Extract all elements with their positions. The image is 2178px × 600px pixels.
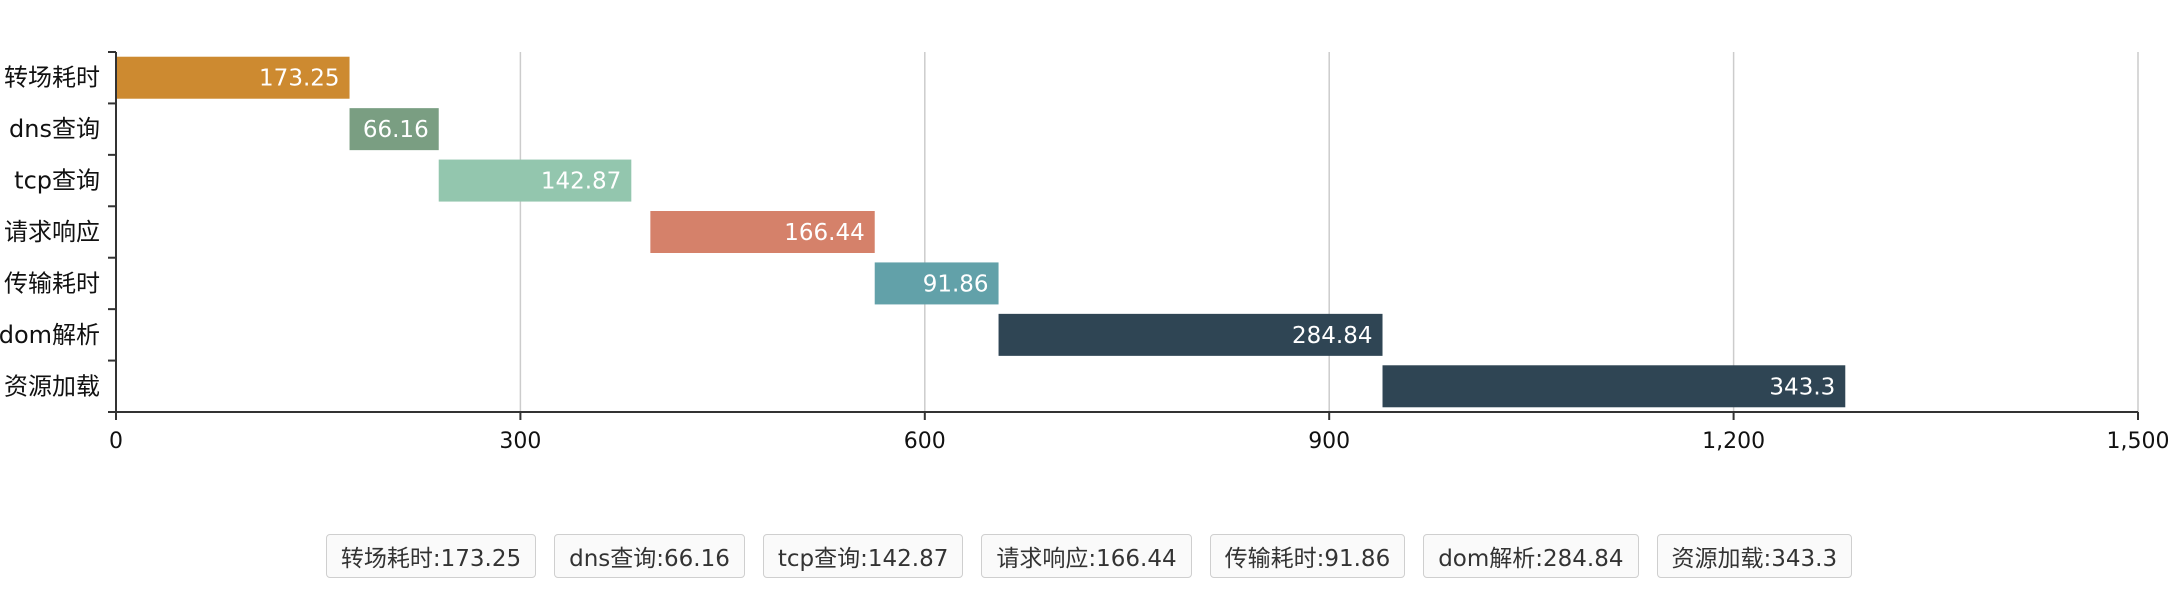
bar[interactable] (349, 108, 439, 151)
legend-item[interactable]: tcp查询:142.87 (762, 534, 964, 578)
bar-value-label: 66.16 (363, 117, 429, 143)
legend-item[interactable]: 转场耗时:173.25 (325, 534, 537, 578)
legend: 转场耗时:173.25 dns查询:66.16 tcp查询:142.87 请求响应:1… (0, 534, 2178, 578)
x-tick-label: 300 (499, 429, 541, 454)
legend-item[interactable]: dom解析:284.84 (1423, 534, 1639, 578)
y-category-label: 转场耗时 (4, 64, 100, 92)
legend-item[interactable]: 传输耗时:91.86 (1209, 534, 1406, 578)
y-category-label: dns查询 (9, 115, 100, 143)
y-category-label: 传输耗时 (4, 269, 100, 297)
legend-item[interactable]: 资源加载:343.3 (1656, 534, 1853, 578)
bar[interactable] (874, 262, 999, 305)
y-category-label: dom解析 (0, 321, 100, 349)
bar[interactable] (438, 159, 632, 202)
bar[interactable] (650, 211, 875, 253)
axes: 0 300 600 900 1,200 1,500 转场耗时 dns查询 tcp查询请求响应传输… (0, 51, 2170, 454)
y-category-label: 请求响应 (4, 218, 100, 246)
bar-value-label: 343.3 (1769, 374, 1835, 400)
bar-value-label: 142.87 (541, 169, 621, 195)
y-category-label: 资源加载 (4, 372, 100, 400)
bar-value-label: 91.86 (923, 271, 989, 297)
bar-value-label: 173.25 (259, 66, 339, 92)
x-tick-label: 900 (1308, 429, 1350, 454)
bar[interactable] (116, 56, 350, 99)
legend-item[interactable]: dns查询:66.16 (554, 534, 745, 578)
legend-item[interactable]: 请求响应:166.44 (981, 534, 1192, 578)
bar-value-label: 166.44 (784, 220, 864, 246)
x-tick-label: 1,500 (2107, 429, 2170, 454)
x-tick-label: 600 (904, 429, 946, 454)
bar[interactable] (1382, 365, 1846, 408)
x-tick-label: 1,200 (1702, 429, 1765, 454)
grid-lines (519, 52, 2139, 412)
y-category-label: tcp查询 (14, 167, 100, 195)
x-tick-label: 0 (109, 429, 123, 454)
bars: 173.25 66.16 142.87 166.44 91.86 284.84 343.3 (116, 56, 1846, 408)
bar-value-label: 284.84 (1292, 323, 1372, 349)
bar[interactable] (998, 313, 1383, 356)
